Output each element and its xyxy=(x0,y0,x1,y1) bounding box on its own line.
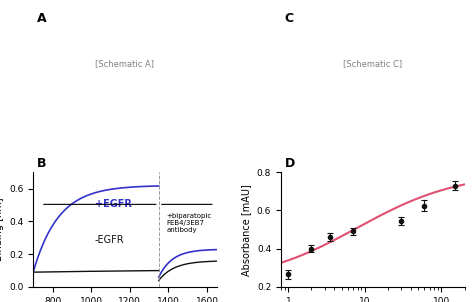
Text: B: B xyxy=(37,157,46,170)
Text: C: C xyxy=(285,12,294,25)
Text: [Schematic C]: [Schematic C] xyxy=(343,59,402,68)
Y-axis label: Absorbance [mAU]: Absorbance [mAU] xyxy=(241,184,251,275)
Text: +EGFR: +EGFR xyxy=(95,199,132,209)
Text: A: A xyxy=(37,12,46,25)
Text: D: D xyxy=(285,157,295,170)
Text: [Schematic A]: [Schematic A] xyxy=(95,59,155,68)
Text: +biparatopic
FEB4/3EB7
antibody: +biparatopic FEB4/3EB7 antibody xyxy=(166,213,212,233)
Text: -EGFR: -EGFR xyxy=(95,235,125,245)
Y-axis label: Binding [nm]: Binding [nm] xyxy=(0,198,3,262)
